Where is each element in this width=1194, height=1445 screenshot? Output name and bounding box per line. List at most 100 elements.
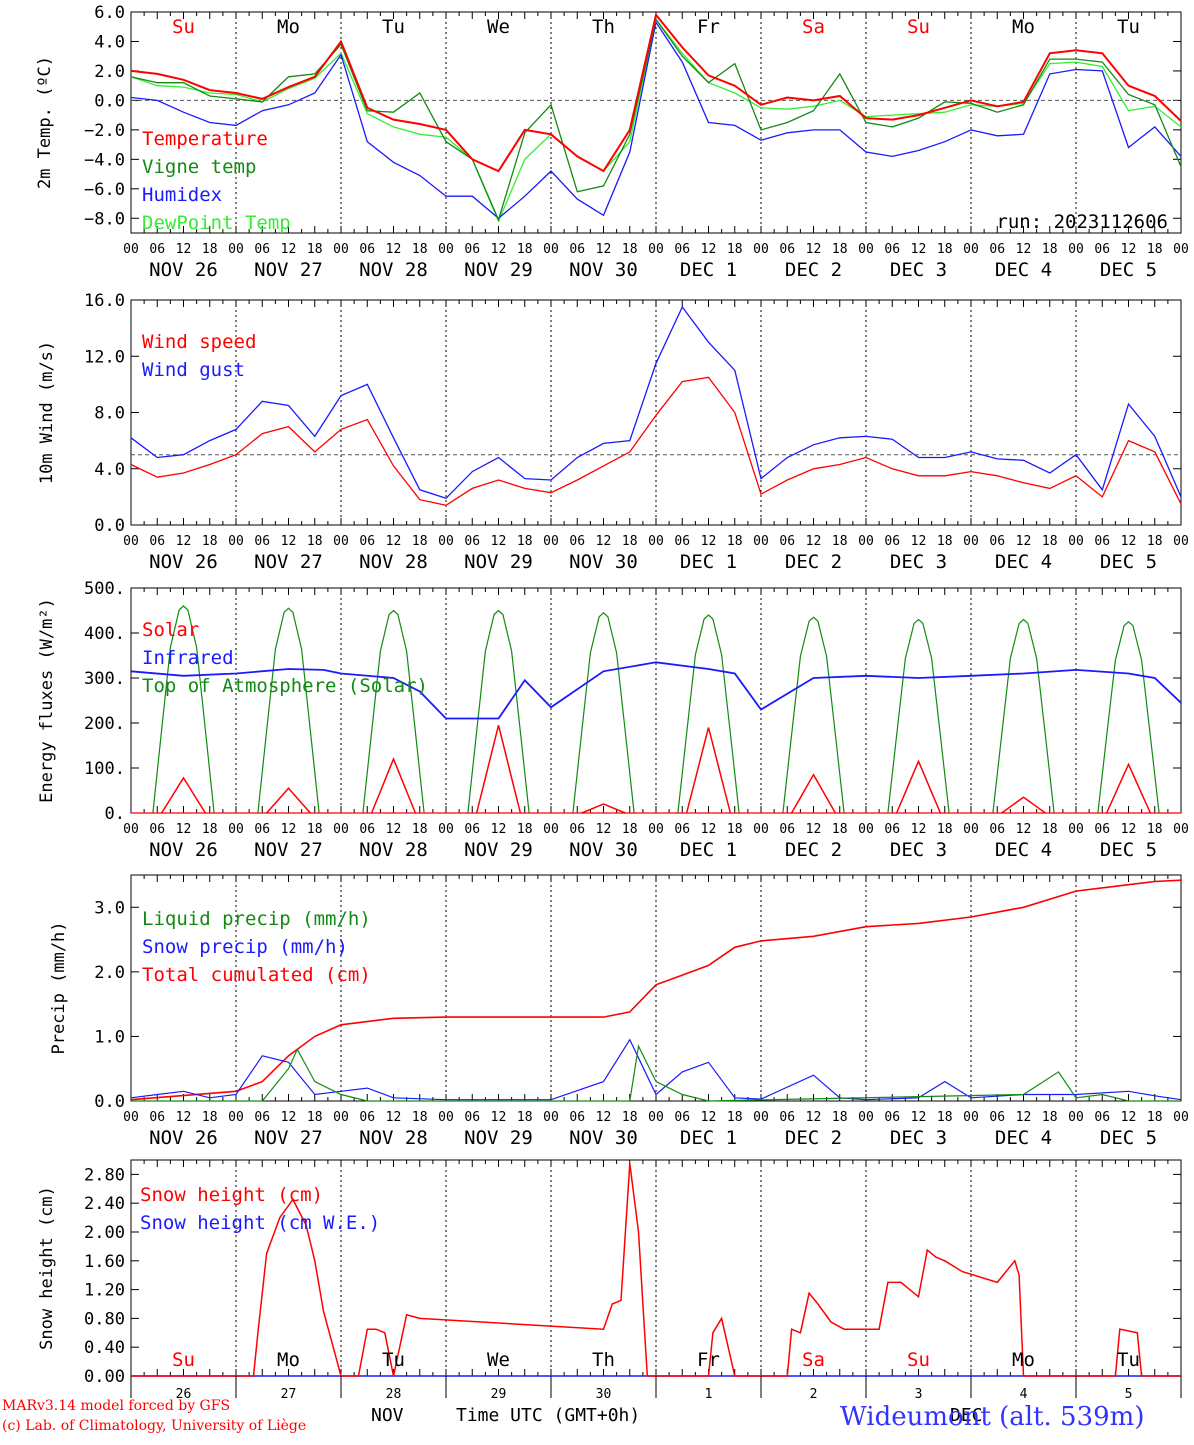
hour-label: 12: [176, 822, 192, 837]
date-label: NOV 29: [464, 551, 533, 573]
legend-entry: Liquid precip (mm/h): [142, 908, 371, 930]
legend-entry: Solar: [142, 619, 199, 641]
hour-label: 00: [543, 1110, 559, 1125]
hour-label: 12: [281, 534, 297, 549]
toa-solar-curve: [1097, 621, 1160, 814]
hour-label: 12: [386, 822, 402, 837]
date-label: NOV 28: [359, 551, 428, 573]
hour-label: 06: [359, 1110, 375, 1125]
hour-label: 12: [1016, 242, 1032, 257]
hour-label: 12: [1016, 822, 1032, 837]
toa-solar-curve: [992, 618, 1055, 814]
date-label: NOV 26: [149, 1127, 218, 1149]
date-number: 5: [1125, 1387, 1133, 1402]
toa-solar-curve: [362, 609, 425, 814]
hour-label: 00: [438, 822, 454, 837]
hour-label: 06: [989, 822, 1005, 837]
hour-label: 06: [884, 534, 900, 549]
hour-label: 18: [412, 1110, 428, 1125]
day-label: Mo: [1012, 1349, 1035, 1371]
day-label: Tu: [382, 16, 405, 38]
toa-solar-curve: [782, 616, 845, 814]
date-label: NOV 27: [254, 839, 323, 861]
hour-label: 12: [386, 1110, 402, 1125]
hour-label: 12: [911, 822, 927, 837]
hour-label: 12: [806, 1110, 822, 1125]
hour-label: 00: [1068, 534, 1084, 549]
panel-4: 3.0 2.0 1.0 0.0 Precip (mm/h) 00 06 12 18 00 06 12 1…: [49, 874, 1189, 1149]
date-label: NOV 29: [464, 1127, 533, 1149]
day-label: Th: [592, 16, 615, 38]
hour-label: 00: [333, 1110, 349, 1125]
y-tick-label: 0.00: [84, 1367, 125, 1387]
series-liquid-precip-mm-h-: [131, 1044, 1181, 1102]
hour-label: 18: [412, 534, 428, 549]
legend-entry: Wind gust: [142, 359, 245, 381]
solar-curve: [266, 787, 311, 814]
hour-label: 06: [779, 534, 795, 549]
hour-label: 06: [674, 822, 690, 837]
hour-label: 00: [648, 534, 664, 549]
panel-5: 2.80 2.40 2.00 1.60 1.20 0.80 0.40 0.00 Snow hei…: [37, 1159, 1182, 1402]
series-wind-speed: [130, 376, 1182, 506]
hour-label: 12: [491, 242, 507, 257]
day-label: Sa: [802, 1349, 825, 1371]
day-label: Fr: [697, 1349, 720, 1371]
hour-label: 18: [727, 822, 743, 837]
series-temperature: [130, 12, 1182, 173]
hour-label: 18: [937, 1110, 953, 1125]
y-tick-label: 1.60: [84, 1252, 125, 1272]
hour-label: 06: [149, 822, 165, 837]
hour-label: 18: [622, 534, 638, 549]
hour-label: 06: [149, 1110, 165, 1125]
date-label: DEC 1: [680, 551, 737, 573]
hour-label: 00: [228, 534, 244, 549]
series-snow-precip-mm-h-: [130, 1038, 1182, 1101]
hour-label: 00: [123, 1110, 139, 1125]
hour-label: 00: [333, 534, 349, 549]
hour-label: 18: [412, 822, 428, 837]
date-number: 3: [915, 1387, 923, 1402]
hour-label: 00: [228, 1110, 244, 1125]
legend-entry: Total cumulated (cm): [142, 964, 371, 986]
legend-entry: DewPoint Temp: [142, 212, 291, 234]
day-label: Mo: [277, 16, 300, 38]
hour-label: 00: [1173, 242, 1189, 257]
hour-label: 18: [937, 242, 953, 257]
hour-label: 18: [202, 822, 218, 837]
hour-label: 12: [491, 534, 507, 549]
y-tick-label: 0.: [105, 804, 125, 824]
hour-label: 00: [228, 242, 244, 257]
hour-label: 00: [123, 822, 139, 837]
day-label: Su: [907, 1349, 930, 1371]
hour-label: 18: [937, 822, 953, 837]
y-tick-label: 3.0: [94, 898, 125, 918]
y-axis-title: Energy fluxes (W/m²): [37, 598, 57, 803]
day-label: Th: [592, 1349, 615, 1371]
hour-label: 00: [648, 1110, 664, 1125]
day-label: Mo: [1012, 16, 1035, 38]
infrared-curve: [130, 661, 1182, 720]
y-tick-label: 2.0: [94, 62, 125, 82]
hour-label: 18: [517, 242, 533, 257]
solar-curve: [581, 803, 626, 814]
hour-label: 18: [832, 822, 848, 837]
date-label: DEC 2: [785, 1127, 842, 1149]
date-label: NOV 29: [464, 839, 533, 861]
hour-label: 00: [1173, 1110, 1189, 1125]
hour-label: 18: [832, 1110, 848, 1125]
legend-entry: Snow precip (mm/h): [142, 936, 348, 958]
y-tick-label: −4.0: [84, 150, 125, 170]
date-label: NOV 29: [464, 259, 533, 281]
hour-label: 18: [727, 242, 743, 257]
date-label: DEC 1: [680, 839, 737, 861]
hour-label: 12: [1016, 534, 1032, 549]
hour-label: 06: [884, 822, 900, 837]
date-label: DEC 5: [1100, 259, 1157, 281]
hour-label: 00: [753, 822, 769, 837]
y-axis-title: Precip (mm/h): [49, 921, 69, 1054]
day-label: Su: [907, 16, 930, 38]
solar-curve: [160, 776, 207, 814]
hour-label: 06: [569, 1110, 585, 1125]
